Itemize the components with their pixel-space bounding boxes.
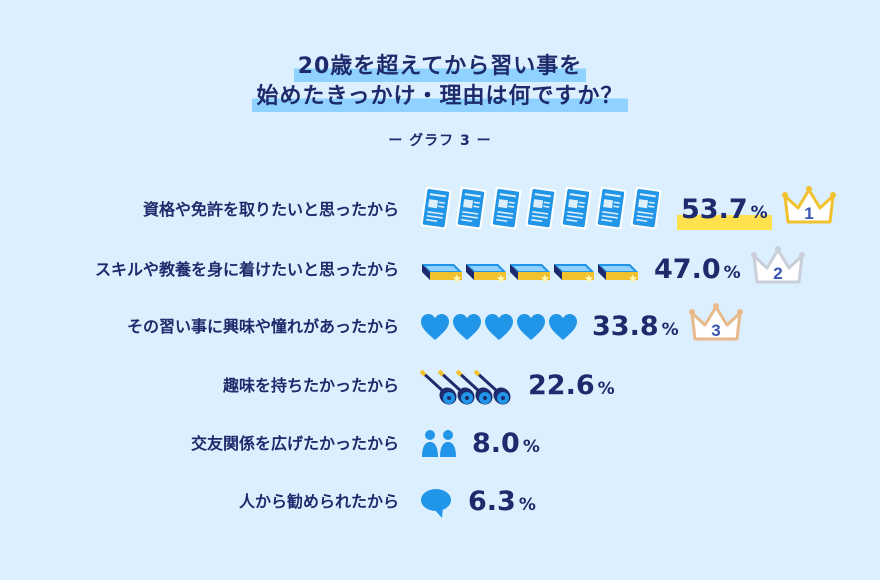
rank-number: 3	[711, 321, 720, 340]
value-label: 33.8%	[592, 307, 679, 347]
value-unit: %	[597, 379, 615, 399]
heart-icon	[549, 314, 577, 340]
book-icon	[510, 264, 550, 283]
chart-row: スキルや教養を身に着けたいと思ったから 47.0% 2	[0, 246, 880, 290]
certificate-icon	[455, 186, 487, 230]
category-label: 趣味を持ちたかったから	[222, 376, 399, 395]
chart-title: 20歳を超えてから習い事を 始めたきっかけ・理由は何ですか？	[0, 52, 880, 112]
heart-icon	[485, 314, 513, 340]
guitar-icon	[456, 369, 493, 405]
category-label: 資格や免許を取りたいと思ったから	[142, 200, 399, 219]
value-unit: %	[522, 437, 540, 457]
value-number: 53.7	[681, 194, 748, 225]
speech-bubble-icon	[421, 489, 451, 518]
category-label: 人から勧められたから	[238, 492, 399, 511]
chart-row: その習い事に興味や憧れがあったから 33.8% 3	[0, 303, 880, 347]
certificate-icon	[560, 186, 592, 230]
book-icon	[422, 264, 462, 283]
certificate-icon	[420, 186, 452, 230]
title-line-1: 20歳を超えてから習い事を	[293, 52, 587, 82]
certificate-icon	[630, 186, 662, 230]
certificate-icon	[525, 186, 557, 230]
title-line-2: 始めたきっかけ・理由は何ですか？	[252, 82, 628, 112]
value-number: 47.0	[654, 254, 721, 285]
chart-row: 資格や免許を取りたいと思ったから 53.7% 1	[0, 186, 880, 230]
value-label: 8.0%	[472, 424, 540, 464]
rank-2-crown-icon: 2	[750, 244, 805, 294]
book-icon	[554, 264, 594, 283]
value-unit: %	[723, 263, 741, 283]
value-number: 8.0	[472, 428, 520, 459]
heart-icon	[517, 314, 545, 340]
chart-row: 趣味を持ちたかったから 22.6%	[0, 366, 880, 406]
category-label: その習い事に興味や憧れがあったから	[126, 317, 399, 336]
certificate-icon	[490, 186, 522, 230]
certificate-icon	[595, 186, 627, 230]
value-number: 6.3	[468, 486, 516, 517]
guitar-icon	[474, 369, 511, 405]
value-number: 33.8	[592, 311, 659, 342]
book-icon	[466, 264, 506, 283]
rank-3-crown-icon: 3	[688, 301, 743, 351]
heart-icon	[453, 314, 481, 340]
category-label: スキルや教養を身に着けたいと思ったから	[94, 260, 399, 279]
chart-row: 交友関係を広げたかったから 8.0%	[0, 424, 880, 464]
chart-row: 人から勧められたから 6.3%	[0, 482, 880, 522]
crown-icon: 1	[781, 186, 836, 224]
chart-subtitle: ー グラフ 3 ー	[388, 133, 492, 149]
value-unit: %	[661, 320, 679, 340]
crown-icon: 3	[688, 303, 743, 341]
guitar-icon	[420, 369, 457, 405]
value-label: 6.3%	[468, 482, 536, 522]
value-unit: %	[750, 203, 768, 223]
rank-number: 1	[804, 204, 813, 223]
value-unit: %	[518, 495, 536, 515]
rank-number: 2	[773, 264, 782, 283]
value-label: 53.7%	[677, 190, 772, 230]
heart-icon	[421, 314, 449, 340]
people-icon	[422, 430, 456, 457]
category-label: 交友関係を広げたかったから	[190, 434, 399, 453]
value-number: 22.6	[528, 370, 595, 401]
book-icon	[598, 264, 638, 283]
crown-icon: 2	[750, 246, 805, 284]
guitar-icon	[438, 369, 475, 405]
value-label: 22.6%	[528, 366, 615, 406]
rank-1-crown-icon: 1	[781, 184, 836, 234]
value-label: 47.0%	[654, 250, 741, 290]
